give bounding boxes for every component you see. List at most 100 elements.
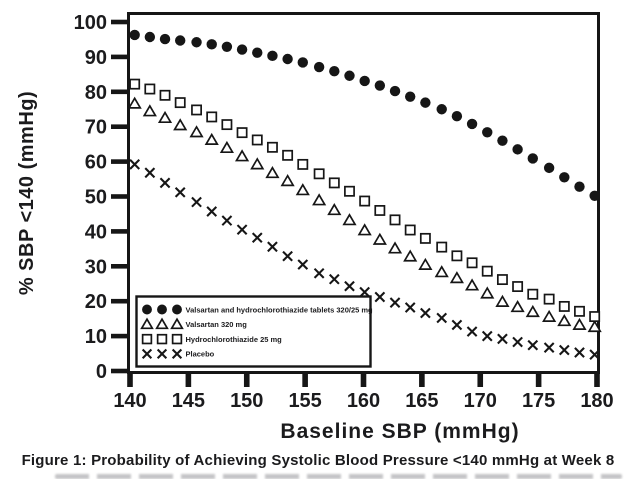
x-tick-label: 160 [347, 390, 380, 412]
filled-circle-marker [329, 66, 340, 77]
scan-artifact-strip [55, 474, 622, 479]
x-cross-marker [174, 186, 186, 198]
filled-circle-marker [344, 70, 355, 81]
open-triangle-marker [572, 317, 587, 330]
y-tick-label: 40 [85, 221, 107, 243]
y-tick-mark [111, 194, 130, 199]
x-tick-mark [477, 371, 484, 387]
y-tick-label: 50 [85, 187, 107, 209]
x-tick-label: 145 [172, 390, 205, 412]
open-square-marker [436, 241, 448, 253]
legend-entry-label: Placebo [186, 350, 215, 359]
y-tick-mark [111, 89, 130, 95]
x-cross-marker [558, 344, 570, 356]
filled-circle-marker [313, 61, 325, 73]
y-tick-label: 80 [85, 82, 107, 104]
open-square-marker [174, 97, 186, 109]
open-square-marker [589, 311, 601, 323]
open-square-marker [282, 149, 294, 161]
open-square-marker [206, 111, 218, 123]
filled-circle-marker [206, 39, 217, 50]
open-triangle-marker [219, 140, 234, 154]
open-square-marker [466, 257, 478, 269]
y-tick-mark [111, 159, 130, 164]
open-square-marker [543, 293, 555, 305]
open-triangle-marker [265, 166, 280, 179]
filled-circle-marker [267, 50, 278, 62]
x-tick-label: 175 [522, 390, 555, 412]
filled-circle-marker [236, 44, 248, 55]
filled-circle-marker [420, 97, 431, 108]
y-tick-label: 20 [85, 291, 107, 313]
open-triangle-marker [372, 232, 387, 245]
filled-circle-marker [589, 190, 600, 202]
filled-circle-marker [512, 144, 523, 155]
open-triangle-marker [204, 132, 219, 146]
open-square-marker [558, 300, 570, 312]
open-square-marker [171, 333, 183, 345]
x-cross-marker [313, 267, 325, 279]
filled-circle-marker [451, 111, 463, 122]
x-cross-marker [129, 159, 141, 170]
x-cross-marker [543, 342, 555, 353]
filled-circle-marker [191, 37, 202, 48]
x-axis-title: Baseline SBP (mmHg) [280, 420, 520, 443]
x-cross-marker [574, 347, 585, 358]
filled-circle-marker [359, 75, 370, 87]
open-square-marker [419, 232, 431, 244]
open-triangle-marker [495, 294, 510, 307]
open-square-marker [156, 333, 168, 345]
y-axis-title: % SBP <140 (mmHg) [16, 90, 38, 296]
open-triangle-marker [418, 257, 433, 270]
x-cross-marker [497, 333, 508, 345]
x-cross-marker [512, 336, 523, 348]
filled-circle-marker [559, 172, 570, 183]
x-tick-label: 180 [580, 390, 613, 412]
open-square-marker [144, 83, 156, 95]
x-cross-marker [171, 348, 183, 360]
x-cross-marker [451, 319, 463, 331]
y-tick-label: 60 [85, 152, 107, 174]
x-cross-marker [589, 349, 601, 360]
filled-circle-marker [466, 118, 478, 130]
open-triangle-marker [557, 314, 572, 327]
open-triangle-marker [587, 319, 602, 333]
x-cross-marker [436, 312, 448, 324]
x-tick-mark [302, 371, 308, 387]
x-cross-marker [156, 348, 168, 360]
x-cross-marker [236, 224, 248, 235]
open-triangle-marker [140, 317, 154, 330]
open-triangle-marker [189, 125, 204, 138]
open-triangle-marker [142, 104, 157, 117]
open-triangle-marker [250, 157, 265, 170]
open-triangle-marker [280, 174, 295, 187]
open-square-marker [404, 224, 416, 236]
x-tick-mark [243, 371, 250, 387]
filled-circle-marker [497, 135, 508, 146]
filled-circle-marker [129, 29, 140, 41]
x-cross-marker [527, 339, 539, 351]
open-triangle-marker [464, 278, 480, 291]
filled-circle-marker [297, 57, 308, 68]
figure-caption: Figure 1: Probability of Achieving Systo… [21, 452, 615, 469]
filled-circle-marker [405, 91, 416, 102]
open-triangle-marker [127, 96, 142, 109]
x-tick-mark [594, 371, 600, 387]
x-cross-marker [141, 348, 153, 360]
filled-circle-marker [574, 181, 585, 192]
x-cross-marker [206, 206, 218, 217]
open-triangle-marker [312, 193, 327, 206]
y-tick-label: 0 [96, 361, 107, 383]
filled-circle-marker [144, 31, 156, 43]
open-triangle-marker [295, 183, 310, 196]
y-tick-mark [111, 333, 130, 339]
open-square-marker [251, 134, 263, 146]
x-cross-marker [191, 196, 202, 208]
open-triangle-marker [525, 304, 540, 318]
open-triangle-marker [510, 300, 525, 313]
y-tick-label: 90 [85, 47, 107, 69]
y-tick-label: 70 [85, 117, 107, 139]
open-triangle-marker [357, 223, 372, 236]
open-square-marker [344, 185, 355, 197]
